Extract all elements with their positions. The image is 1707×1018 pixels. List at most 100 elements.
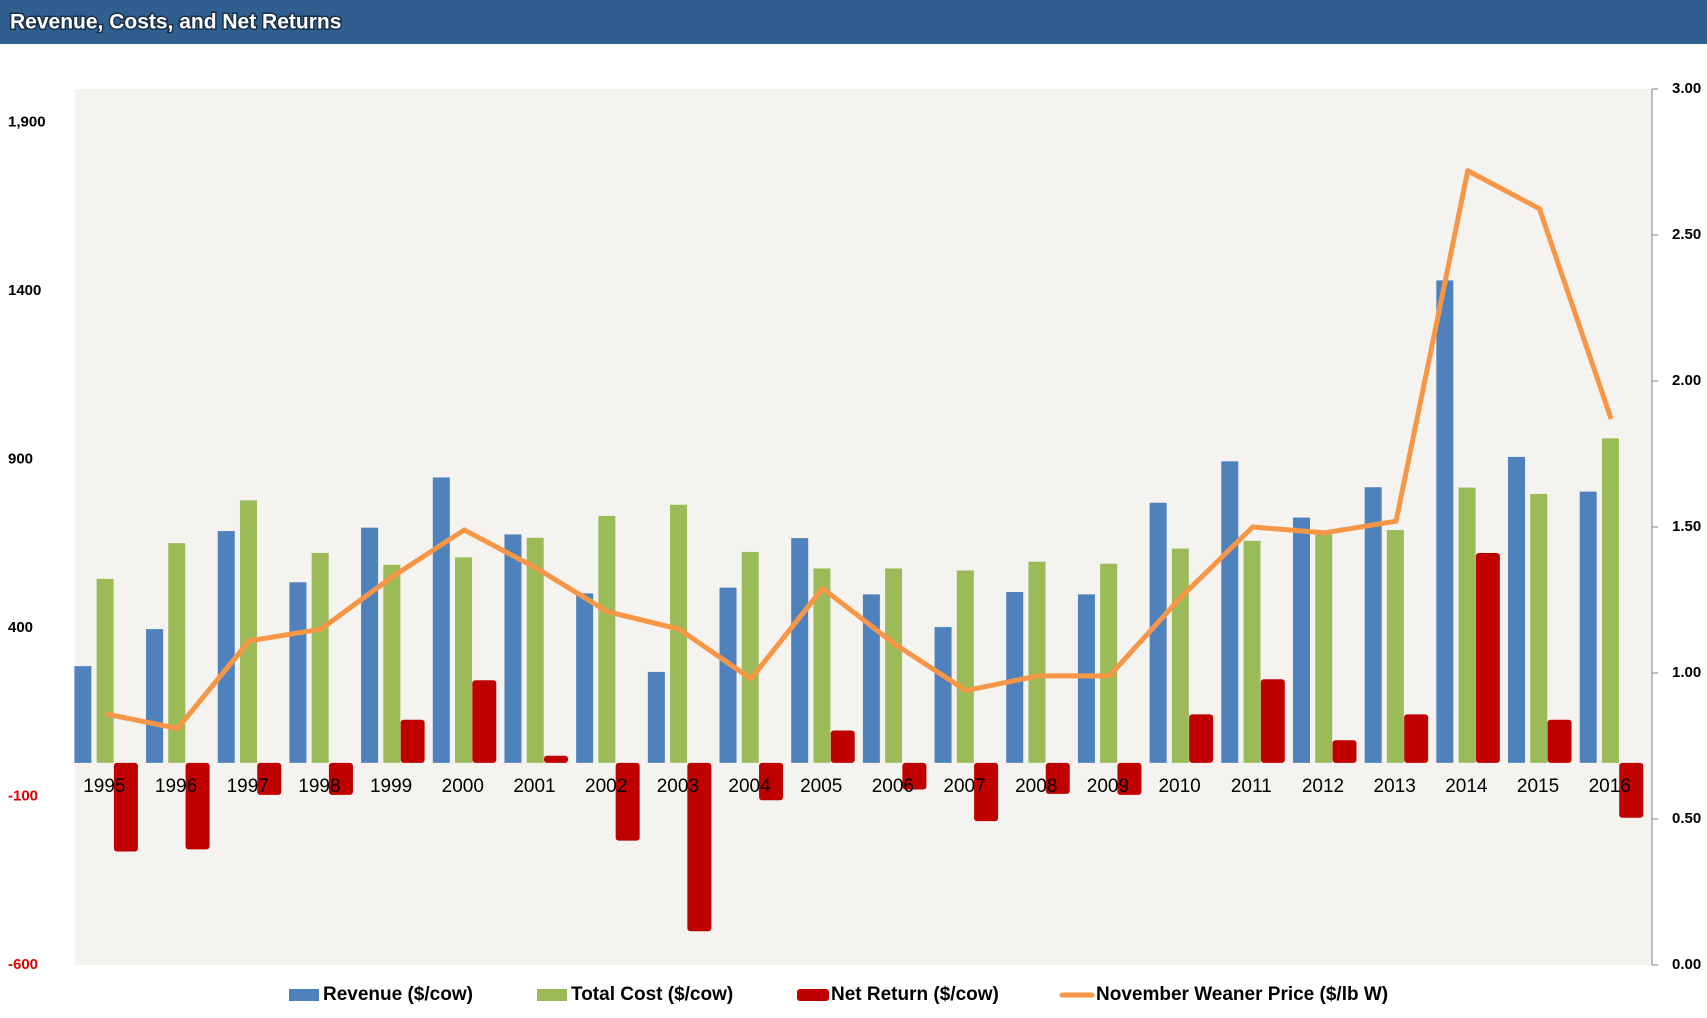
bar <box>113 762 138 852</box>
bar <box>311 552 329 763</box>
bar <box>289 582 307 763</box>
x-tick-label: 2003 <box>657 776 699 797</box>
bar <box>1508 456 1526 763</box>
chart-title: Revenue, Costs, and Net Returns <box>10 11 341 34</box>
bar <box>1292 517 1310 763</box>
bar <box>1619 762 1644 818</box>
plot-area <box>75 89 1652 965</box>
x-tick-label: 2000 <box>442 776 484 797</box>
x-tick-label: 1998 <box>298 776 340 797</box>
x-tick-label: 2007 <box>943 776 985 797</box>
x-tick-label: 1997 <box>227 776 269 797</box>
bar <box>1386 530 1404 763</box>
x-tick-label: 2015 <box>1517 776 1559 797</box>
legend-label: Total Cost ($/cow) <box>571 984 733 1005</box>
bar <box>1315 533 1333 763</box>
bar <box>472 680 497 763</box>
x-tick-label: 2009 <box>1087 776 1129 797</box>
bar <box>1243 540 1261 763</box>
x-tick-label: 2010 <box>1158 776 1200 797</box>
bar <box>1100 563 1118 763</box>
bar <box>647 671 665 763</box>
bar <box>1117 762 1142 795</box>
bar <box>759 762 784 801</box>
bar <box>576 593 594 763</box>
x-tick-label: 2008 <box>1015 776 1057 797</box>
bar <box>74 666 92 763</box>
legend-label: November Weaner Price ($/lb W) <box>1096 984 1388 1005</box>
y2-tick-label: 2.50 <box>1672 226 1701 243</box>
bar <box>974 762 999 822</box>
x-tick-label: 1996 <box>155 776 197 797</box>
y2-tick-label: 0.00 <box>1672 956 1701 973</box>
bar <box>185 762 210 850</box>
legend-swatch <box>797 989 829 1001</box>
bar <box>956 570 974 763</box>
bar <box>432 477 450 763</box>
bar <box>670 504 688 763</box>
bar <box>1601 438 1619 763</box>
bar <box>813 568 831 763</box>
bar <box>719 587 737 763</box>
bar <box>1171 548 1189 763</box>
bar <box>146 629 164 763</box>
bar <box>1149 502 1167 763</box>
y-tick-label: 1,900 <box>8 114 46 131</box>
y2-tick-label: 2.00 <box>1672 372 1701 389</box>
x-tick-label: 1995 <box>83 776 125 797</box>
bar <box>885 568 903 763</box>
bar <box>543 755 568 763</box>
x-tick-label: 2014 <box>1445 776 1488 797</box>
x-tick-label: 2005 <box>800 776 842 797</box>
bar <box>741 551 759 763</box>
bar <box>615 762 640 841</box>
bar <box>257 762 282 795</box>
bar <box>934 627 952 763</box>
bar <box>1475 552 1500 763</box>
bar <box>328 762 353 795</box>
bar <box>1006 592 1024 763</box>
y2-tick-label: 1.50 <box>1672 518 1701 535</box>
bar <box>504 534 522 763</box>
bar <box>902 762 927 790</box>
bar <box>1547 719 1572 763</box>
bar <box>361 527 379 763</box>
legend-swatch <box>289 989 319 1001</box>
bar <box>383 564 401 763</box>
bar <box>791 538 809 763</box>
bar <box>862 594 880 763</box>
bar <box>1364 487 1382 763</box>
bar <box>1077 594 1095 763</box>
bar <box>1458 487 1476 763</box>
y2-tick-label: 0.50 <box>1672 810 1701 827</box>
x-tick-label: 1999 <box>370 776 412 797</box>
y-tick-label: -100 <box>8 788 38 805</box>
x-tick-label: 2016 <box>1589 776 1631 797</box>
bar <box>1579 491 1597 763</box>
bar <box>1221 461 1239 763</box>
y-tick-label: 1400 <box>8 282 41 299</box>
x-tick-label: 2001 <box>513 776 555 797</box>
bar <box>687 762 712 932</box>
bar <box>1436 280 1454 763</box>
bar <box>830 730 855 763</box>
price-line <box>105 168 1614 731</box>
bar <box>598 515 616 763</box>
bar <box>1332 740 1357 763</box>
legend-label: Net Return ($/cow) <box>831 984 999 1005</box>
bar <box>96 578 114 763</box>
x-tick-label: 2006 <box>872 776 914 797</box>
x-tick-label: 2013 <box>1374 776 1416 797</box>
x-tick-label: 2004 <box>728 776 771 797</box>
y-tick-label: -600 <box>8 956 38 973</box>
x-tick-label: 2012 <box>1302 776 1344 797</box>
bar <box>168 543 186 763</box>
legend-label: Revenue ($/cow) <box>323 984 473 1005</box>
bar <box>1045 762 1070 794</box>
header-bar <box>0 0 1707 44</box>
x-tick-label: 2011 <box>1231 776 1272 797</box>
y-tick-label: 900 <box>8 451 33 468</box>
bar <box>526 537 544 763</box>
bar <box>1404 714 1429 763</box>
